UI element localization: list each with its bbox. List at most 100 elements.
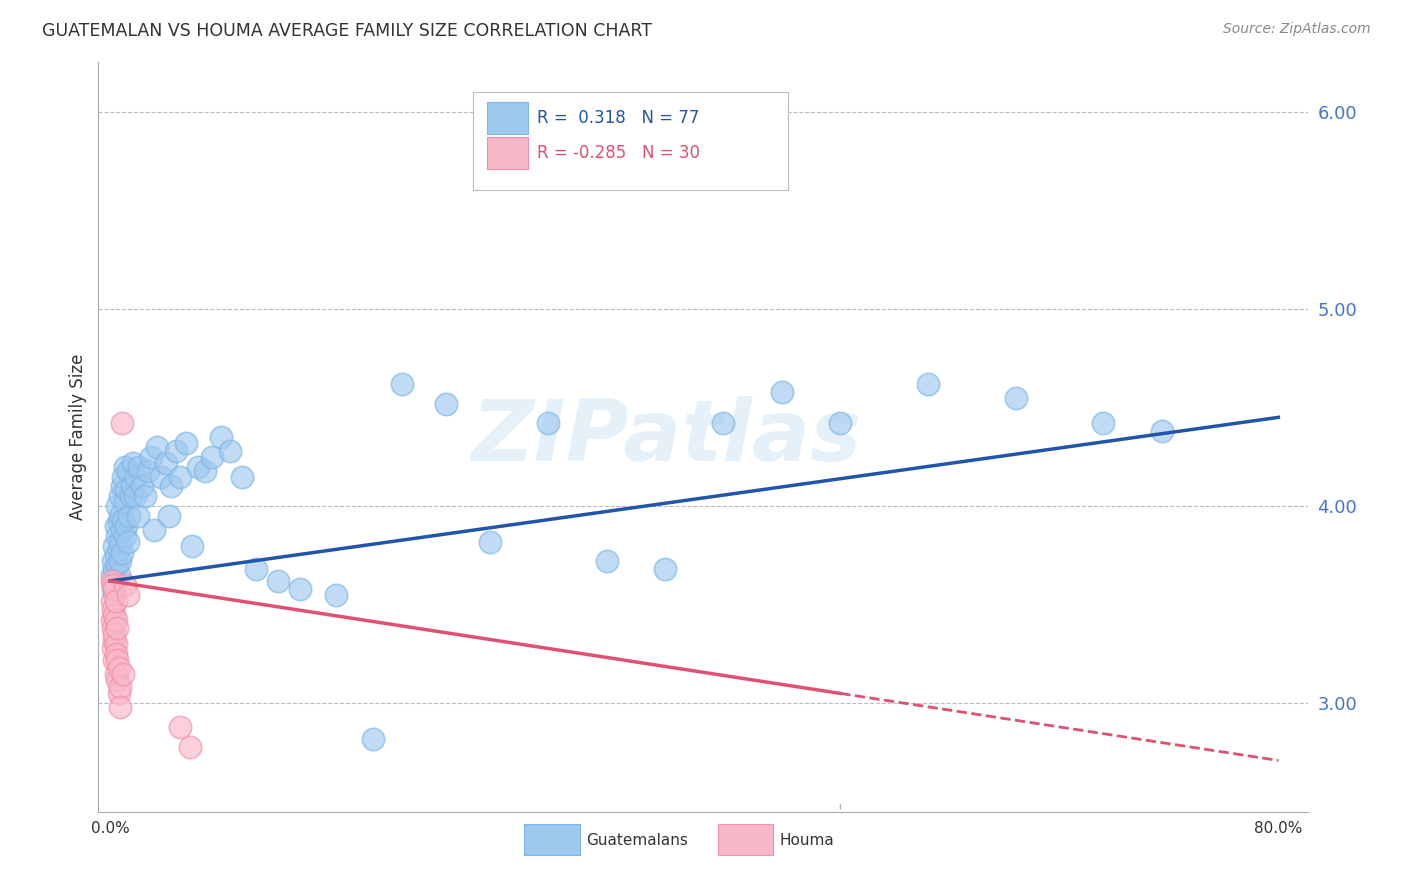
Point bbox=[101, 601, 124, 615]
Point bbox=[101, 641, 124, 656]
Point bbox=[770, 384, 793, 399]
Point bbox=[160, 479, 183, 493]
Point bbox=[108, 568, 131, 582]
Point bbox=[114, 578, 136, 592]
Point bbox=[103, 607, 125, 622]
Point bbox=[104, 574, 127, 588]
Point bbox=[134, 489, 156, 503]
Point bbox=[107, 621, 129, 635]
Point bbox=[1150, 424, 1173, 438]
Point bbox=[120, 489, 142, 503]
Point bbox=[111, 479, 134, 493]
Point bbox=[108, 686, 131, 700]
Point bbox=[267, 574, 290, 588]
Point bbox=[100, 574, 122, 588]
FancyBboxPatch shape bbox=[486, 103, 527, 134]
Point bbox=[111, 417, 134, 431]
Point bbox=[114, 529, 136, 543]
Point bbox=[110, 534, 132, 549]
Point bbox=[108, 661, 131, 675]
Text: R =  0.318   N = 77: R = 0.318 N = 77 bbox=[537, 109, 700, 127]
Point bbox=[103, 627, 125, 641]
Point bbox=[101, 578, 124, 592]
FancyBboxPatch shape bbox=[524, 824, 579, 855]
Point bbox=[595, 554, 617, 568]
Point bbox=[108, 515, 131, 529]
Point bbox=[131, 479, 153, 493]
Text: ZIPatlas: ZIPatlas bbox=[471, 395, 862, 479]
Point bbox=[231, 469, 253, 483]
Point bbox=[1092, 417, 1115, 431]
Point bbox=[117, 464, 139, 478]
Point bbox=[114, 459, 136, 474]
Point bbox=[104, 593, 127, 607]
Point bbox=[103, 588, 125, 602]
Point bbox=[108, 542, 131, 557]
Point bbox=[169, 720, 191, 734]
Point bbox=[107, 653, 129, 667]
Point bbox=[101, 621, 124, 635]
Point bbox=[654, 562, 676, 576]
Point bbox=[209, 430, 232, 444]
Point bbox=[169, 469, 191, 483]
Point bbox=[112, 469, 135, 483]
Point bbox=[100, 614, 122, 628]
Point bbox=[125, 469, 148, 483]
Point bbox=[107, 529, 129, 543]
Point bbox=[104, 647, 127, 661]
Point bbox=[180, 539, 202, 553]
Point bbox=[103, 562, 125, 576]
Point bbox=[121, 479, 143, 493]
Point bbox=[107, 673, 129, 687]
Point bbox=[103, 633, 125, 648]
Point bbox=[218, 443, 240, 458]
Point bbox=[100, 568, 122, 582]
Point bbox=[434, 396, 457, 410]
Point bbox=[157, 508, 180, 523]
Point bbox=[165, 443, 187, 458]
Point bbox=[100, 593, 122, 607]
Point bbox=[110, 681, 132, 695]
Point bbox=[101, 582, 124, 596]
Text: R = -0.285   N = 30: R = -0.285 N = 30 bbox=[537, 145, 700, 162]
Point bbox=[830, 417, 852, 431]
Point bbox=[1004, 391, 1026, 405]
Point bbox=[478, 534, 501, 549]
Point bbox=[117, 588, 139, 602]
Point bbox=[713, 417, 735, 431]
Point bbox=[112, 513, 135, 527]
Point bbox=[174, 436, 197, 450]
Point bbox=[136, 464, 159, 478]
Point bbox=[114, 495, 136, 509]
Point bbox=[537, 417, 560, 431]
Point bbox=[288, 582, 311, 596]
Text: Houma: Houma bbox=[779, 833, 834, 847]
Point bbox=[107, 558, 129, 573]
Point bbox=[103, 539, 125, 553]
Text: Source: ZipAtlas.com: Source: ZipAtlas.com bbox=[1223, 22, 1371, 37]
Point bbox=[104, 549, 127, 563]
Point bbox=[150, 469, 173, 483]
Point bbox=[122, 456, 145, 470]
Point bbox=[127, 508, 149, 523]
Point bbox=[146, 440, 169, 454]
Point bbox=[139, 450, 162, 464]
Text: Guatemalans: Guatemalans bbox=[586, 833, 688, 847]
Point bbox=[115, 483, 138, 498]
Point bbox=[107, 499, 129, 513]
Point bbox=[104, 614, 127, 628]
Point bbox=[111, 523, 134, 537]
Point bbox=[103, 582, 125, 596]
Point bbox=[101, 554, 124, 568]
Point bbox=[128, 459, 150, 474]
Point bbox=[155, 456, 177, 470]
Point bbox=[245, 562, 267, 576]
FancyBboxPatch shape bbox=[486, 137, 527, 169]
FancyBboxPatch shape bbox=[717, 824, 773, 855]
Y-axis label: Average Family Size: Average Family Size bbox=[69, 354, 87, 520]
Point bbox=[112, 666, 135, 681]
Point bbox=[110, 700, 132, 714]
Text: GUATEMALAN VS HOUMA AVERAGE FAMILY SIZE CORRELATION CHART: GUATEMALAN VS HOUMA AVERAGE FAMILY SIZE … bbox=[42, 22, 652, 40]
Point bbox=[179, 739, 201, 754]
Point bbox=[124, 489, 146, 503]
